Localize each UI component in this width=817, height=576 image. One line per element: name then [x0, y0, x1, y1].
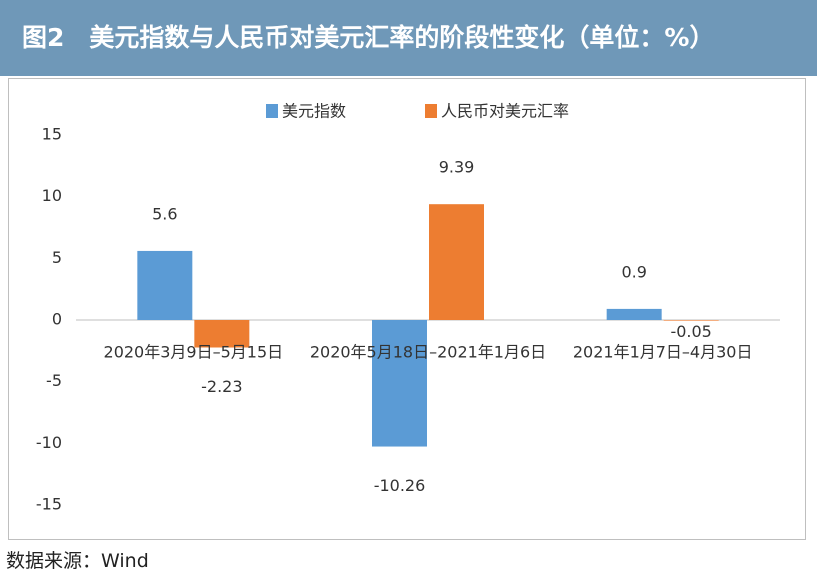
y-tick-label: -10: [36, 433, 62, 452]
y-tick-label: -15: [36, 495, 62, 514]
legend-swatch: [266, 104, 278, 118]
chart-frame: [8, 78, 806, 540]
bar: [372, 320, 427, 447]
legend-swatch: [425, 104, 437, 118]
legend-label: 美元指数: [282, 102, 346, 121]
chart-title: 图2 美元指数与人民币对美元汇率的阶段性变化（单位：%）: [22, 23, 715, 52]
bar: [137, 250, 193, 320]
bar: [429, 204, 484, 320]
bar: [194, 320, 250, 348]
data-label: -2.23: [201, 377, 242, 396]
header: 图2 美元指数与人民币对美元汇率的阶段性变化（单位：%）: [0, 0, 817, 76]
x-tick-label: 2021年1月7日–4月30日: [573, 343, 753, 362]
legend-label: 人民币对美元汇率: [441, 102, 569, 121]
y-tick-label: 0: [52, 310, 62, 329]
data-label: 5.6: [152, 204, 177, 223]
data-label: -10.26: [374, 476, 426, 495]
x-tick-label: 2020年5月18日–2021年1月6日: [310, 343, 546, 362]
y-tick-label: 15: [42, 125, 62, 144]
data-label: 0.9: [621, 262, 646, 281]
y-tick-label: 10: [42, 186, 62, 205]
data-label: 9.39: [439, 158, 475, 177]
bar: [606, 308, 662, 320]
source-note: 数据来源：Wind: [6, 550, 149, 572]
data-label: -0.05: [670, 322, 711, 341]
bar: [663, 320, 719, 321]
x-tick-label: 2020年3月9日–5月15日: [104, 343, 284, 362]
y-tick-label: 5: [52, 248, 62, 267]
y-tick-label: -5: [46, 371, 62, 390]
